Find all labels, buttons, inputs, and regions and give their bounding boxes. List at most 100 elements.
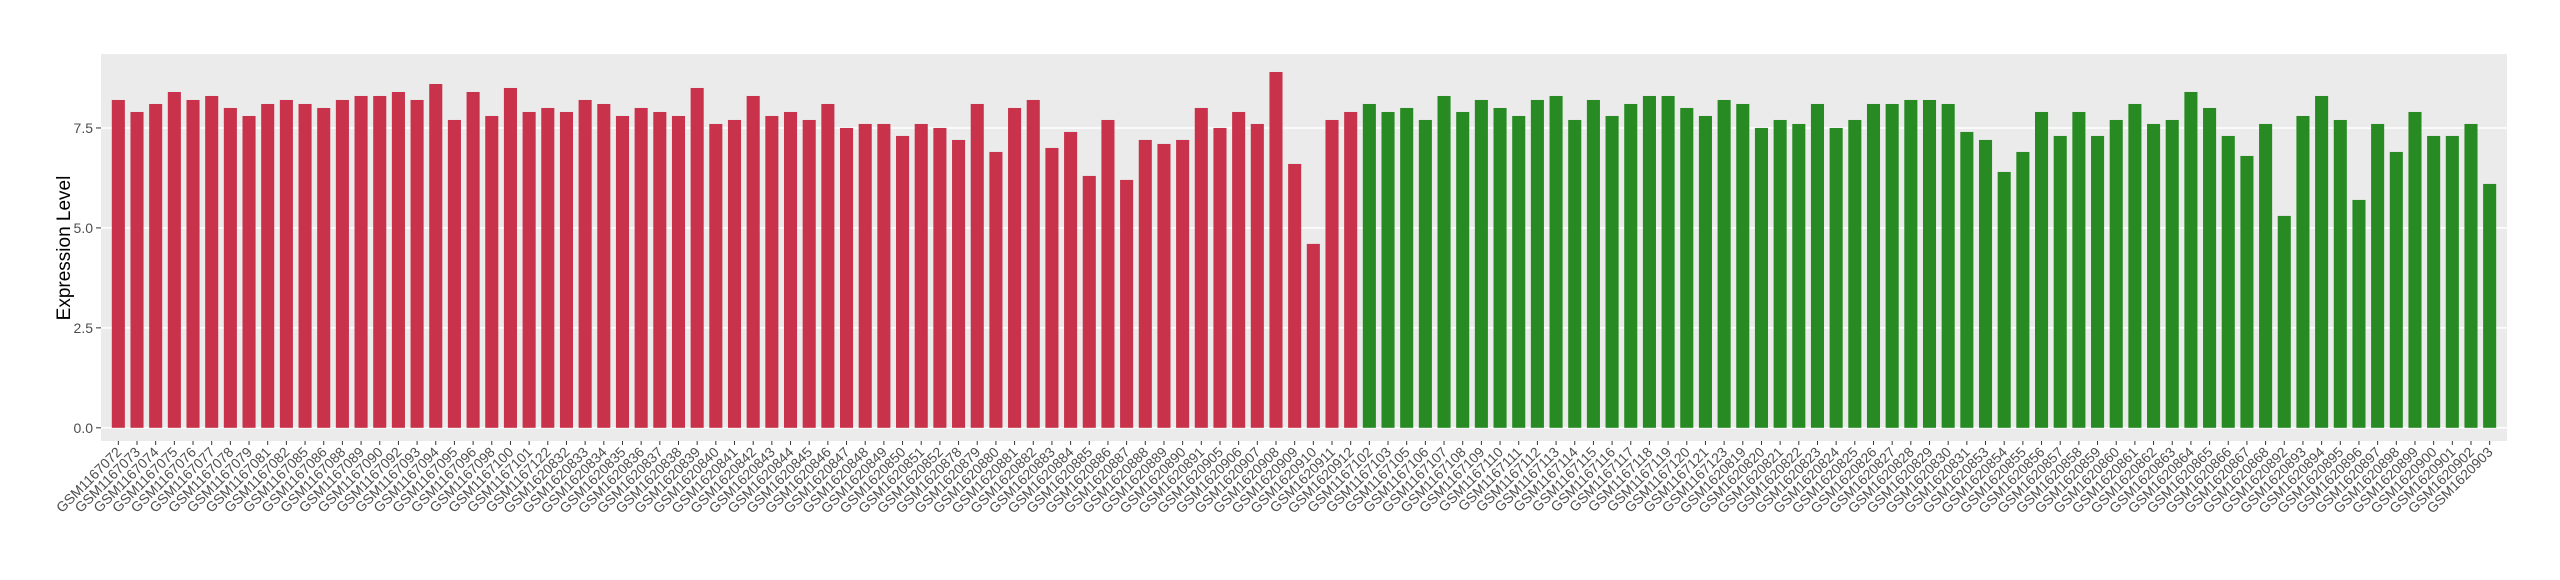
bar <box>1194 107 1208 428</box>
bar <box>279 99 293 428</box>
bar <box>2259 123 2273 428</box>
bar <box>634 107 648 428</box>
bar <box>2408 111 2422 428</box>
bar <box>1549 95 1563 428</box>
bar <box>2333 119 2347 428</box>
bar <box>727 119 742 428</box>
bar <box>1474 99 1488 428</box>
bar <box>447 119 461 428</box>
bar <box>2184 91 2198 428</box>
bar <box>373 95 387 428</box>
bar <box>2016 151 2030 428</box>
bar <box>335 99 349 428</box>
bar <box>466 91 480 428</box>
bar <box>746 95 760 428</box>
bar <box>653 111 667 428</box>
bar <box>1176 139 1190 428</box>
bar <box>111 99 125 428</box>
bar <box>690 87 704 428</box>
bar <box>1642 95 1656 428</box>
bar <box>933 127 947 428</box>
bar <box>765 115 779 428</box>
bar <box>671 115 686 428</box>
bar <box>2035 111 2049 428</box>
bar <box>261 103 275 428</box>
bar <box>1866 103 1881 428</box>
bar <box>149 103 163 428</box>
bar <box>2053 135 2067 428</box>
bar <box>1829 127 1843 428</box>
bar <box>1120 179 1134 428</box>
bar <box>1418 119 1432 428</box>
bar <box>391 91 405 428</box>
bar <box>1269 71 1283 428</box>
bar <box>541 107 555 428</box>
y-tick-label: 7.5 <box>74 120 94 136</box>
bar <box>2371 123 2385 428</box>
bar <box>1288 163 1302 428</box>
panel <box>101 54 2507 441</box>
bar <box>709 123 723 428</box>
bar <box>522 111 536 428</box>
bar <box>1456 111 1470 428</box>
bar <box>914 123 928 428</box>
bar <box>1008 107 1022 428</box>
bar <box>1512 115 1526 428</box>
bar <box>1568 119 1582 428</box>
bar <box>1941 103 1955 428</box>
bar <box>952 139 966 428</box>
bar <box>503 87 517 428</box>
bar <box>1661 95 1675 428</box>
bar <box>1605 115 1619 428</box>
bar <box>1101 119 1115 428</box>
y-tick-label: 0.0 <box>74 420 94 436</box>
bar <box>1885 103 1899 428</box>
bar <box>1493 107 1507 428</box>
bar <box>559 111 573 428</box>
bar <box>2427 135 2441 428</box>
bar <box>2389 151 2403 428</box>
bar <box>783 111 798 428</box>
bar <box>1250 123 1264 428</box>
bar <box>1400 107 1414 428</box>
bar <box>1698 115 1712 428</box>
bar <box>2109 119 2123 428</box>
bar <box>242 115 256 428</box>
bar <box>2221 135 2235 428</box>
bar <box>1624 103 1638 428</box>
bar <box>802 119 816 428</box>
bar <box>2483 183 2497 428</box>
bar <box>1157 143 1171 428</box>
bar <box>1997 171 2011 428</box>
bar <box>167 91 181 428</box>
bar <box>186 99 200 428</box>
bar <box>1792 123 1806 428</box>
bar <box>2352 199 2366 428</box>
bar <box>989 151 1003 428</box>
bar <box>2296 115 2310 428</box>
bar <box>821 103 835 428</box>
bar <box>1810 103 1825 428</box>
bar <box>2072 111 2086 428</box>
bar <box>2240 155 2254 428</box>
bar <box>1530 99 1544 428</box>
bar <box>410 99 424 428</box>
bar <box>858 123 872 428</box>
bar <box>1381 111 1395 428</box>
bar <box>1586 99 1600 428</box>
y-tick-label: 5.0 <box>74 220 94 236</box>
bar <box>1680 107 1694 428</box>
bar <box>1848 119 1862 428</box>
bar <box>1344 111 1358 428</box>
bar <box>2203 107 2217 428</box>
bar <box>317 107 331 428</box>
y-tick-label: 2.5 <box>74 320 94 336</box>
bar <box>1922 99 1937 428</box>
bar <box>1138 139 1152 428</box>
bar <box>2464 123 2478 428</box>
bar <box>485 115 499 428</box>
bar <box>1082 175 1096 428</box>
bar <box>2277 215 2291 428</box>
bar <box>2315 95 2329 428</box>
